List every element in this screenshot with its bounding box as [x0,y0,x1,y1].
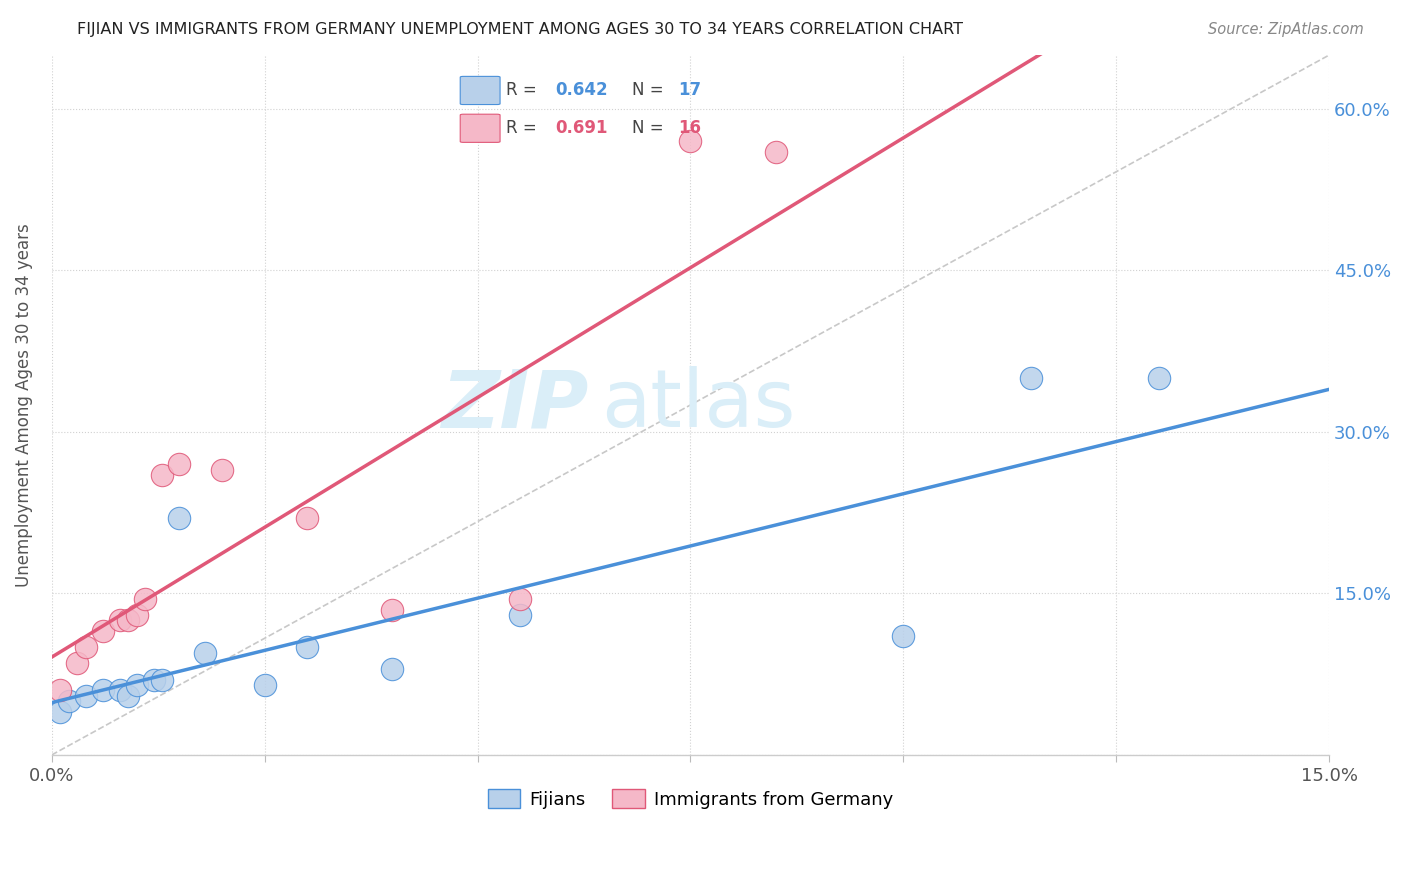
Point [765,145,787,159]
Point [295,640,318,655]
Point [75,689,97,703]
Point [117,689,139,703]
Point [91,683,114,698]
Point [66,657,89,671]
Point [194,646,217,660]
Point [152,673,174,687]
Point [49,683,72,698]
Legend: Fijians, Immigrants from Germany: Fijians, Immigrants from Germany [481,782,900,816]
Point [152,468,174,483]
Point [509,591,531,606]
Point [381,662,404,676]
Point [75,640,97,655]
Text: atlas: atlas [600,366,796,444]
Point [91,624,114,639]
Point [295,511,318,525]
Point [142,673,165,687]
Point [169,457,191,471]
Point [169,511,191,525]
Point [1147,371,1170,385]
Text: ZIP: ZIP [441,366,588,444]
Text: FIJIAN VS IMMIGRANTS FROM GERMANY UNEMPLOYMENT AMONG AGES 30 TO 34 YEARS CORRELA: FIJIAN VS IMMIGRANTS FROM GERMANY UNEMPL… [77,22,963,37]
Point [58,694,80,708]
Point [125,607,148,622]
Point [49,705,72,719]
Point [117,613,139,627]
Point [125,678,148,692]
Text: Source: ZipAtlas.com: Source: ZipAtlas.com [1208,22,1364,37]
Y-axis label: Unemployment Among Ages 30 to 34 years: Unemployment Among Ages 30 to 34 years [15,223,32,587]
Point [211,462,233,476]
Point [679,134,702,148]
Point [108,683,131,698]
Point [891,630,914,644]
Point [1019,371,1042,385]
Point [381,602,404,616]
Point [108,613,131,627]
Point [253,678,276,692]
Point [134,591,156,606]
Point [509,607,531,622]
